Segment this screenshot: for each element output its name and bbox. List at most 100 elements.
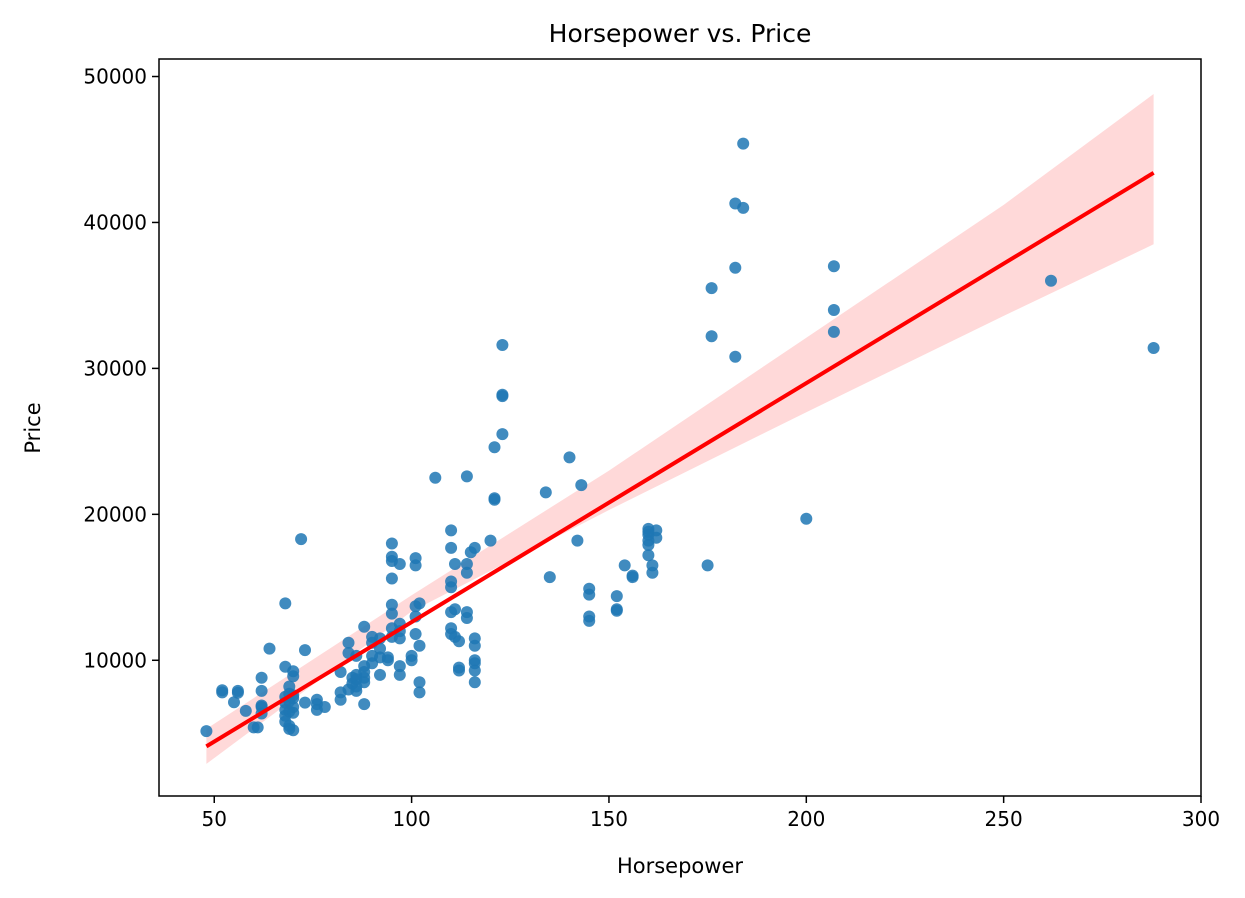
- data-point: [449, 558, 461, 570]
- data-point: [405, 654, 418, 667]
- data-point: [460, 470, 473, 483]
- data-point: [701, 559, 714, 572]
- data-point: [646, 566, 659, 579]
- y-tick-label: 20000: [83, 502, 147, 526]
- data-point: [642, 539, 655, 551]
- plot-area: [200, 94, 1160, 764]
- y-tick-label: 10000: [83, 648, 147, 672]
- data-point: [334, 693, 347, 706]
- data-point: [251, 721, 264, 734]
- data-point: [299, 696, 311, 709]
- data-point: [358, 620, 371, 633]
- data-point: [488, 441, 501, 454]
- data-point: [413, 686, 426, 699]
- data-point: [453, 635, 465, 648]
- data-point: [299, 644, 311, 657]
- data-point: [255, 671, 268, 684]
- data-point: [737, 201, 750, 214]
- data-point: [216, 686, 229, 699]
- data-point: [453, 664, 465, 677]
- data-point: [393, 632, 406, 645]
- data-point: [393, 660, 406, 673]
- data-point: [374, 642, 386, 655]
- x-tick-label: 50: [202, 807, 227, 831]
- data-point: [429, 471, 442, 484]
- data-point: [610, 590, 623, 603]
- data-point: [460, 612, 473, 624]
- data-point: [1045, 274, 1057, 287]
- x-tick-label: 250: [985, 807, 1023, 831]
- data-point: [571, 534, 584, 547]
- data-point: [393, 668, 406, 681]
- data-point: [705, 330, 718, 343]
- data-point: [460, 558, 473, 570]
- data-point: [287, 670, 300, 683]
- data-point: [650, 531, 663, 544]
- data-point: [413, 639, 426, 652]
- data-point: [358, 698, 371, 711]
- data-point: [539, 486, 552, 499]
- data-point: [618, 559, 631, 572]
- data-point: [409, 559, 422, 572]
- data-point: [488, 493, 501, 506]
- data-point: [413, 676, 426, 689]
- data-point: [496, 339, 509, 351]
- data-point: [729, 350, 742, 363]
- data-point: [496, 428, 509, 441]
- y-axis-label: Price: [21, 402, 45, 453]
- data-point: [445, 524, 458, 537]
- data-point: [413, 597, 426, 610]
- data-point: [381, 654, 394, 667]
- data-point: [287, 706, 300, 719]
- x-tick-label: 100: [393, 807, 431, 831]
- data-point: [255, 684, 268, 697]
- data-point: [231, 684, 244, 697]
- data-point: [200, 725, 213, 738]
- x-tick-label: 300: [1182, 807, 1220, 831]
- data-point: [318, 701, 331, 713]
- axes-frame: [158, 58, 1202, 797]
- data-point: [729, 261, 742, 274]
- data-point: [484, 534, 497, 547]
- data-point: [737, 137, 750, 150]
- data-point: [263, 642, 276, 655]
- data-point: [642, 549, 655, 562]
- data-point: [468, 664, 481, 677]
- data-point: [445, 581, 458, 594]
- data-point: [583, 614, 596, 627]
- data-point: [449, 603, 461, 616]
- data-point: [239, 704, 252, 717]
- data-point: [445, 541, 458, 554]
- data-point: [468, 676, 481, 689]
- data-point: [705, 282, 718, 295]
- data-point: [385, 537, 398, 550]
- y-tick-label: 40000: [83, 210, 147, 234]
- x-axis-label: Horsepower: [617, 854, 743, 878]
- data-point: [626, 571, 639, 584]
- data-point: [409, 628, 422, 640]
- data-point: [385, 607, 398, 620]
- x-tick-label: 150: [590, 807, 628, 831]
- data-point: [385, 598, 398, 611]
- data-point: [342, 636, 355, 649]
- data-point: [385, 572, 398, 585]
- data-point: [460, 566, 473, 579]
- data-point: [800, 512, 813, 525]
- confidence-band: [206, 94, 1154, 764]
- data-point: [393, 558, 406, 570]
- data-point: [827, 304, 840, 316]
- data-point: [827, 325, 840, 338]
- y-axis: 10000 20000 30000 40000 50000: [83, 65, 159, 672]
- data-point: [1147, 342, 1160, 354]
- data-point: [575, 479, 588, 492]
- y-tick-label: 50000: [83, 65, 147, 89]
- data-point: [358, 676, 371, 689]
- data-point: [610, 604, 623, 617]
- x-axis: 50 100 150 200 250 300: [202, 796, 1220, 831]
- chart-title: Horsepower vs. Price: [549, 19, 812, 48]
- data-point: [468, 639, 481, 652]
- x-tick-label: 200: [787, 807, 825, 831]
- regression-line: [205, 171, 1155, 749]
- data-point: [287, 724, 300, 737]
